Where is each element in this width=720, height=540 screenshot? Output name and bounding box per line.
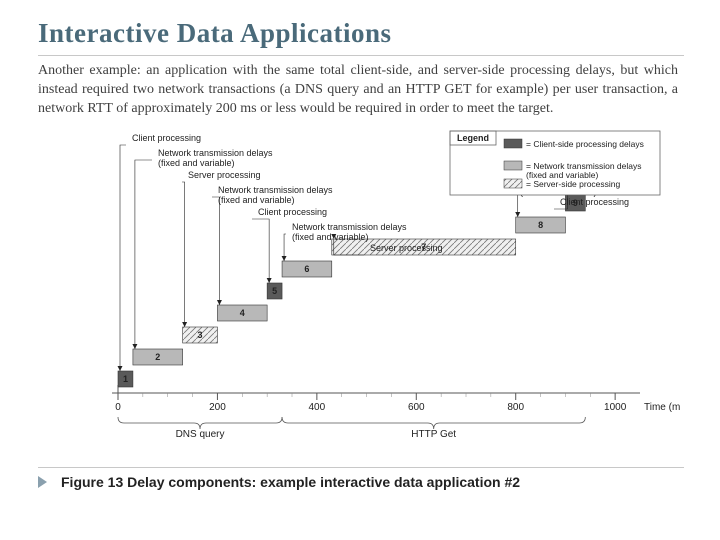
divider-bottom [38, 467, 684, 468]
box-label-2: Network transmission delays [158, 148, 273, 158]
caret-icon [38, 476, 47, 488]
svg-text:= Server-side processing: = Server-side processing [526, 179, 621, 189]
figure-container: 02004006008001000Time (ms)123456789Clien… [40, 123, 680, 463]
caption-row: Figure 13 Delay components: example inte… [0, 474, 720, 490]
svg-text:1: 1 [123, 374, 128, 384]
box-label-6: (fixed and variable) [292, 232, 369, 242]
svg-text:5: 5 [272, 286, 277, 296]
svg-text:4: 4 [240, 308, 245, 318]
svg-text:3: 3 [198, 330, 203, 340]
bracket-dns-query: DNS query [176, 429, 225, 440]
svg-text:200: 200 [209, 402, 226, 413]
figure-caption: Figure 13 Delay components: example inte… [61, 474, 520, 490]
body-paragraph: Another example: an application with the… [0, 56, 720, 123]
svg-text:800: 800 [507, 402, 524, 413]
box-label-1: Client processing [132, 133, 201, 143]
svg-text:0: 0 [115, 402, 121, 413]
box-label-4: (fixed and variable) [218, 195, 295, 205]
svg-text:600: 600 [408, 402, 425, 413]
bracket-http-get: HTTP Get [411, 429, 456, 440]
box-label-6: Network transmission delays [292, 222, 407, 232]
page-title: Interactive Data Applications [0, 0, 720, 55]
box-label-4: Network transmission delays [218, 185, 333, 195]
box-label-5: Client processing [258, 207, 327, 217]
svg-text:1000: 1000 [604, 402, 627, 413]
svg-text:400: 400 [309, 402, 326, 413]
svg-text:= Client-side processing delay: = Client-side processing delays [526, 139, 644, 149]
box-label-9: Client processing [560, 197, 629, 207]
box-label-3: Server processing [188, 170, 261, 180]
box-label-2: (fixed and variable) [158, 158, 235, 168]
box-label-7: Server processing [370, 243, 443, 253]
svg-text:6: 6 [304, 264, 309, 274]
svg-text:8: 8 [538, 220, 543, 230]
svg-text:Time (ms): Time (ms) [644, 402, 680, 413]
svg-text:Legend: Legend [457, 133, 489, 143]
delay-chart: 02004006008001000Time (ms)123456789Clien… [40, 123, 680, 463]
svg-text:2: 2 [155, 352, 160, 362]
